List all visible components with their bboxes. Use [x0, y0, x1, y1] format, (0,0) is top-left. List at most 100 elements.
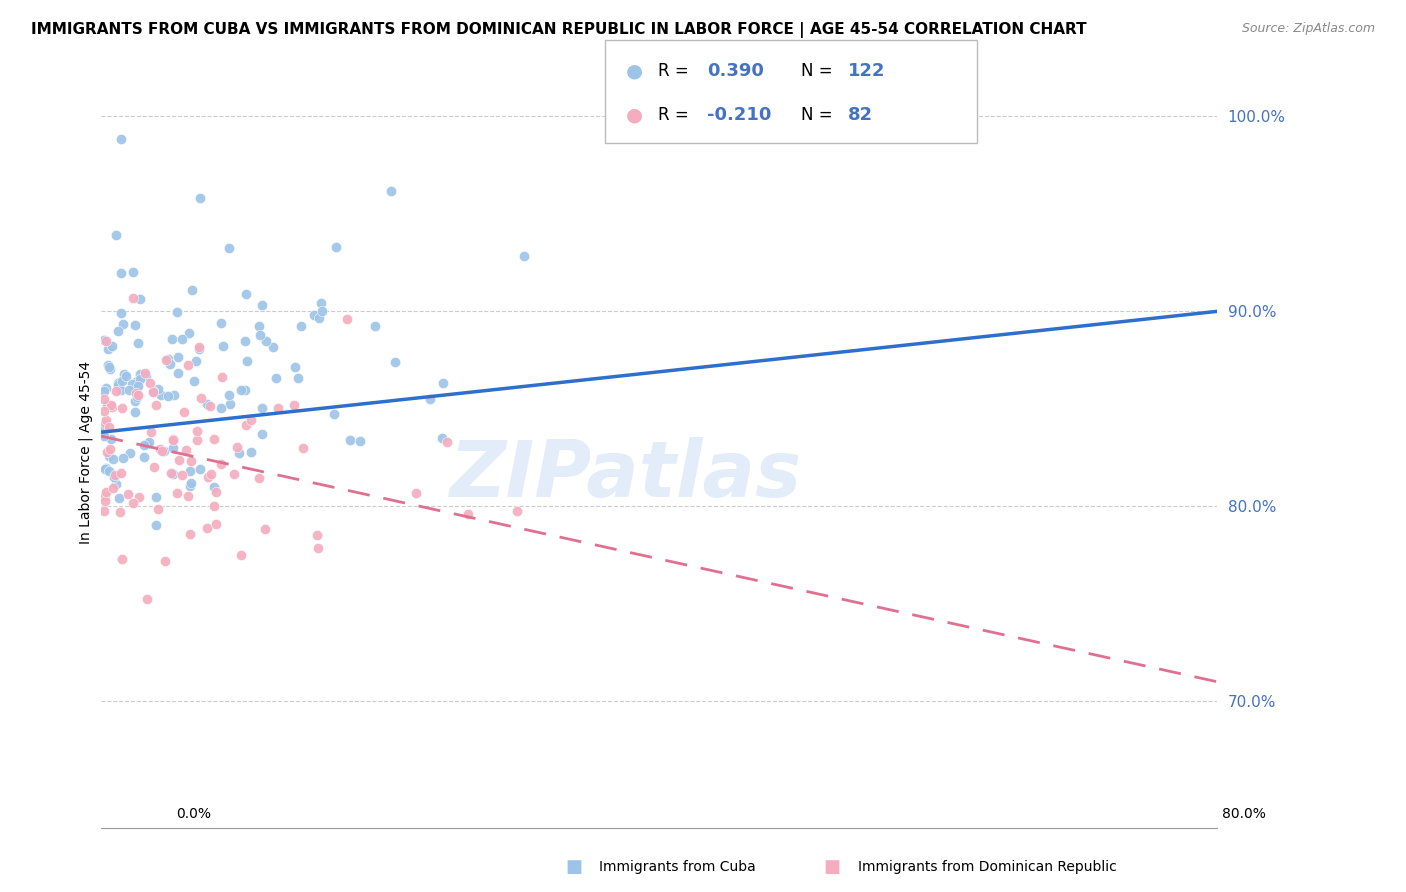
Point	[188, 342, 211, 356]
Point	[162, 467, 184, 482]
Point	[110, 306, 132, 320]
Point	[98, 442, 121, 456]
Point	[505, 504, 527, 518]
Point	[430, 431, 453, 445]
Point	[97, 358, 120, 372]
Point	[186, 433, 208, 447]
Point	[125, 384, 148, 399]
Text: ZIPatlas: ZIPatlas	[450, 437, 801, 513]
Point	[128, 491, 150, 505]
Point	[122, 291, 145, 305]
Point	[311, 304, 333, 318]
Point	[211, 370, 233, 384]
Point	[162, 441, 184, 455]
Point	[267, 401, 290, 416]
Point	[94, 381, 117, 395]
Point	[233, 334, 256, 349]
Point	[149, 442, 172, 456]
Point	[121, 376, 143, 391]
Point	[436, 435, 458, 450]
Point	[195, 397, 218, 411]
Point	[142, 384, 165, 398]
Point	[127, 390, 149, 404]
Point	[110, 132, 132, 146]
Point	[166, 304, 188, 318]
Point	[188, 462, 211, 476]
Point	[229, 548, 252, 562]
Point	[195, 521, 218, 535]
Text: 80.0%: 80.0%	[1222, 807, 1265, 822]
Text: 0.390: 0.390	[707, 62, 763, 79]
Point	[322, 407, 344, 421]
Point	[432, 376, 454, 390]
Point	[142, 459, 165, 474]
Text: ■: ■	[565, 858, 582, 876]
Point	[198, 400, 221, 414]
Point	[142, 384, 165, 399]
Point	[209, 458, 232, 472]
Point	[239, 413, 262, 427]
Point	[145, 517, 167, 532]
Point	[122, 265, 145, 279]
Point	[336, 312, 359, 326]
Point	[283, 398, 305, 412]
Point	[110, 266, 132, 280]
Point	[156, 351, 179, 366]
Point	[152, 443, 174, 458]
Point	[209, 316, 232, 330]
Point	[120, 446, 142, 460]
Point	[405, 486, 427, 500]
Point	[173, 405, 195, 419]
Point	[254, 334, 277, 348]
Point	[97, 450, 120, 464]
Point	[225, 440, 247, 454]
Point	[94, 489, 117, 503]
Point	[181, 283, 204, 297]
Point	[513, 249, 536, 263]
Text: R =: R =	[658, 62, 689, 79]
Point	[139, 425, 162, 440]
Point	[252, 401, 274, 416]
Point	[93, 461, 115, 475]
Text: Source: ZipAtlas.com: Source: ZipAtlas.com	[1241, 22, 1375, 36]
Point	[97, 359, 120, 374]
Point	[122, 496, 145, 510]
Point	[218, 388, 240, 402]
Point	[156, 389, 179, 403]
Point	[110, 466, 132, 480]
Point	[186, 424, 208, 438]
Point	[93, 429, 115, 443]
Point	[202, 499, 225, 513]
Point	[115, 369, 138, 384]
Point	[179, 464, 201, 478]
Point	[127, 335, 149, 350]
Point	[200, 467, 222, 481]
Text: 82: 82	[848, 106, 873, 124]
Point	[101, 482, 124, 496]
Point	[128, 367, 150, 381]
Point	[93, 417, 115, 431]
Text: ■: ■	[824, 858, 841, 876]
Point	[118, 383, 141, 397]
Point	[287, 370, 309, 384]
Point	[98, 362, 121, 376]
Point	[162, 434, 184, 448]
Text: IMMIGRANTS FROM CUBA VS IMMIGRANTS FROM DOMINICAN REPUBLIC IN LABOR FORCE | AGE : IMMIGRANTS FROM CUBA VS IMMIGRANTS FROM …	[31, 22, 1087, 38]
Point	[94, 494, 117, 508]
Point	[179, 527, 201, 541]
Point	[146, 382, 169, 396]
Point	[419, 392, 441, 406]
Point	[101, 400, 124, 414]
Point	[125, 374, 148, 388]
Point	[174, 443, 197, 458]
Text: 122: 122	[848, 62, 886, 79]
Point	[93, 392, 115, 407]
Point	[457, 507, 479, 521]
Point	[93, 504, 115, 518]
Point	[136, 592, 159, 607]
Point	[108, 491, 131, 505]
Text: R =: R =	[658, 106, 689, 124]
Point	[188, 340, 211, 354]
Point	[209, 401, 232, 415]
Point	[179, 479, 201, 493]
